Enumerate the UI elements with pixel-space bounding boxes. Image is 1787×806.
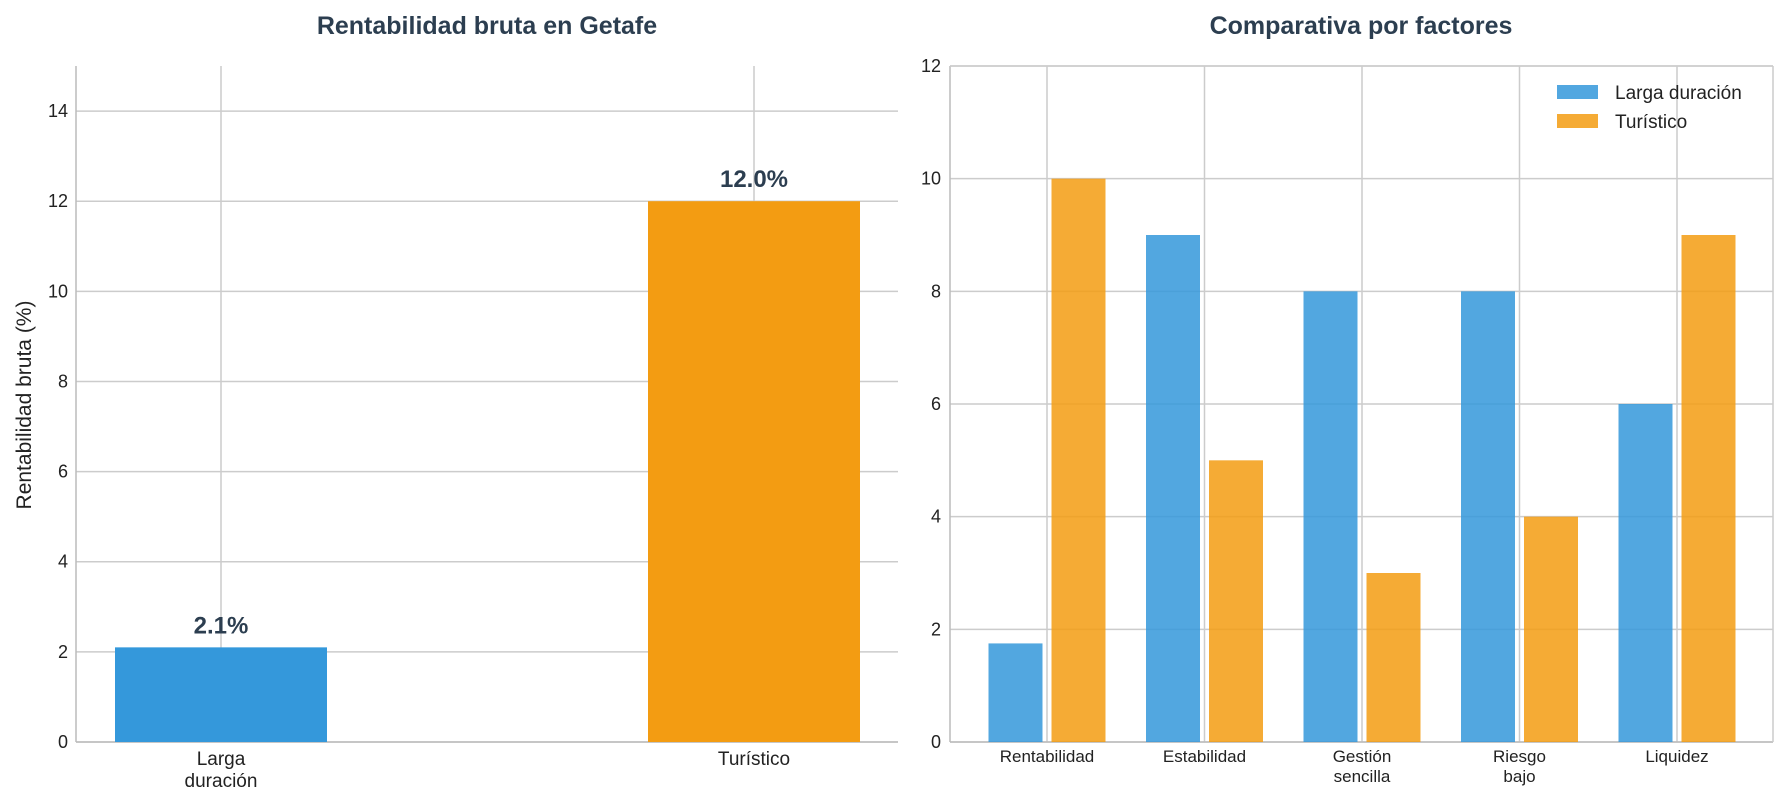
chart-1-data-labels: 2.1% 12.0%	[194, 166, 788, 639]
bar-turistico	[1209, 460, 1263, 742]
y-tick-label: 10	[921, 169, 941, 189]
y-tick-label: 2	[931, 619, 941, 639]
x-tick-label: Liquidez	[1645, 747, 1708, 766]
y-tick-label: 4	[58, 552, 68, 572]
data-label: 2.1%	[194, 612, 249, 639]
bar-turistico	[1366, 573, 1421, 742]
bar-turistico	[1524, 516, 1578, 742]
y-tick-label: 0	[58, 732, 68, 752]
bar-turistico	[1051, 178, 1106, 742]
bar-turistico	[1681, 235, 1736, 742]
x-tick-label: Estabilidad	[1163, 747, 1246, 766]
x-tick-label: Turístico	[718, 749, 790, 770]
y-tick-label: 6	[58, 462, 68, 482]
chart-2: Comparativa por factores 0 2 4 6 8 10 12 Renta…	[921, 12, 1774, 786]
x-tick-label: Rentabilidad	[1000, 747, 1095, 766]
chart-1-y-ticks: 0 2 4 6 8 10 12 14	[48, 101, 68, 752]
x-tick-label: Larga duración	[185, 749, 258, 792]
bar-larga-duracion	[1461, 291, 1515, 742]
y-tick-label: 10	[48, 281, 68, 301]
bar	[115, 647, 327, 742]
bar	[648, 201, 860, 742]
y-tick-label: 12	[48, 191, 68, 211]
chart-2-legend: Larga duración Turístico	[1557, 83, 1742, 133]
data-label: 12.0%	[720, 166, 788, 193]
legend-label: Larga duración	[1615, 83, 1742, 104]
y-tick-label: 8	[58, 371, 68, 391]
x-tick-label: Gestión sencilla	[1333, 747, 1392, 786]
y-tick-label: 14	[48, 101, 68, 121]
chart-1-bars	[115, 201, 860, 742]
legend-label: Turístico	[1615, 112, 1687, 133]
y-tick-label: 0	[931, 732, 941, 752]
bar-larga-duracion	[988, 643, 1043, 742]
chart-1-x-ticks: Larga duración Turístico	[185, 749, 791, 792]
legend-swatch	[1557, 85, 1598, 99]
bar-larga-duracion	[1303, 291, 1358, 742]
y-tick-label: 12	[921, 56, 941, 76]
chart-1: Rentabilidad bruta en Getafe Rentabilida…	[13, 12, 898, 792]
x-tick-label: Riesgo bajo	[1493, 747, 1546, 786]
bar-larga-duracion	[1146, 235, 1200, 742]
chart-2-x-ticks: Rentabilidad Estabilidad Gestión sencilla Ri…	[1000, 747, 1709, 786]
bar-larga-duracion	[1618, 404, 1673, 742]
chart-1-ylabel: Rentabilidad bruta (%)	[13, 301, 36, 510]
y-tick-label: 4	[931, 507, 941, 527]
chart-1-title: Rentabilidad bruta en Getafe	[317, 12, 657, 40]
y-tick-label: 2	[58, 642, 68, 662]
chart-2-title: Comparativa por factores	[1210, 12, 1513, 40]
chart-2-bars	[988, 178, 1736, 742]
chart-2-y-ticks: 0 2 4 6 8 10 12	[921, 56, 941, 752]
legend-swatch	[1557, 114, 1598, 128]
y-tick-label: 6	[931, 394, 941, 414]
y-tick-label: 8	[931, 281, 941, 301]
